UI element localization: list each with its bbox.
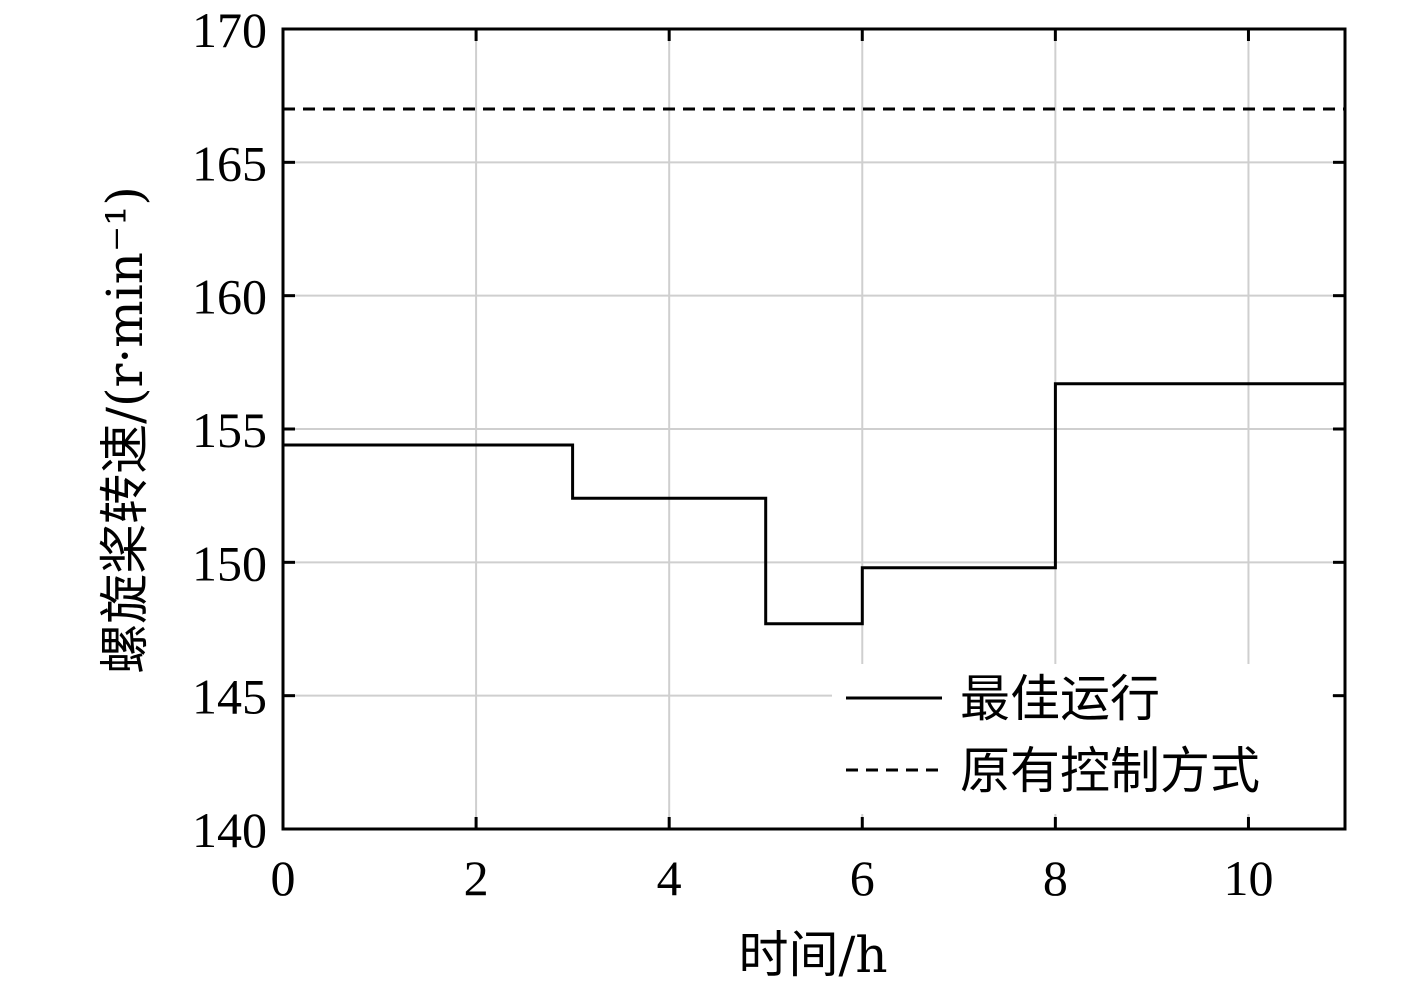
- x-axis-label: 时间/h: [738, 926, 887, 984]
- x-tick-label: 4: [657, 850, 682, 906]
- series-layer: [283, 107, 1345, 626]
- legend-box: [832, 664, 1332, 814]
- legend-label-best: 最佳运行: [960, 670, 1160, 728]
- y-tick-label: 145: [192, 669, 267, 725]
- x-tick-label: 0: [271, 850, 296, 906]
- legend: 最佳运行 原有控制方式: [832, 664, 1332, 814]
- y-tick-label: 155: [192, 402, 267, 458]
- legend-label-original: 原有控制方式: [960, 742, 1260, 800]
- y-tick-labels: 140 145 150 155 160 165 170: [192, 2, 267, 858]
- y-tick-label: 150: [192, 535, 267, 591]
- y-axis-label: 螺旋桨转速/(r·min⁻¹): [96, 186, 154, 674]
- ticks: [281, 27, 1345, 831]
- x-tick-label: 2: [464, 850, 489, 906]
- x-tick-labels: 0 2 4 6 8 10: [271, 850, 1274, 906]
- x-tick-label: 6: [850, 850, 875, 906]
- x-tick-label: 10: [1223, 850, 1273, 906]
- y-tick-label: 170: [192, 2, 267, 58]
- y-tick-label: 160: [192, 269, 267, 325]
- y-tick-label: 140: [192, 802, 267, 858]
- y-tick-label: 165: [192, 135, 267, 191]
- x-tick-label: 8: [1043, 850, 1068, 906]
- series-line-best: [283, 382, 1345, 626]
